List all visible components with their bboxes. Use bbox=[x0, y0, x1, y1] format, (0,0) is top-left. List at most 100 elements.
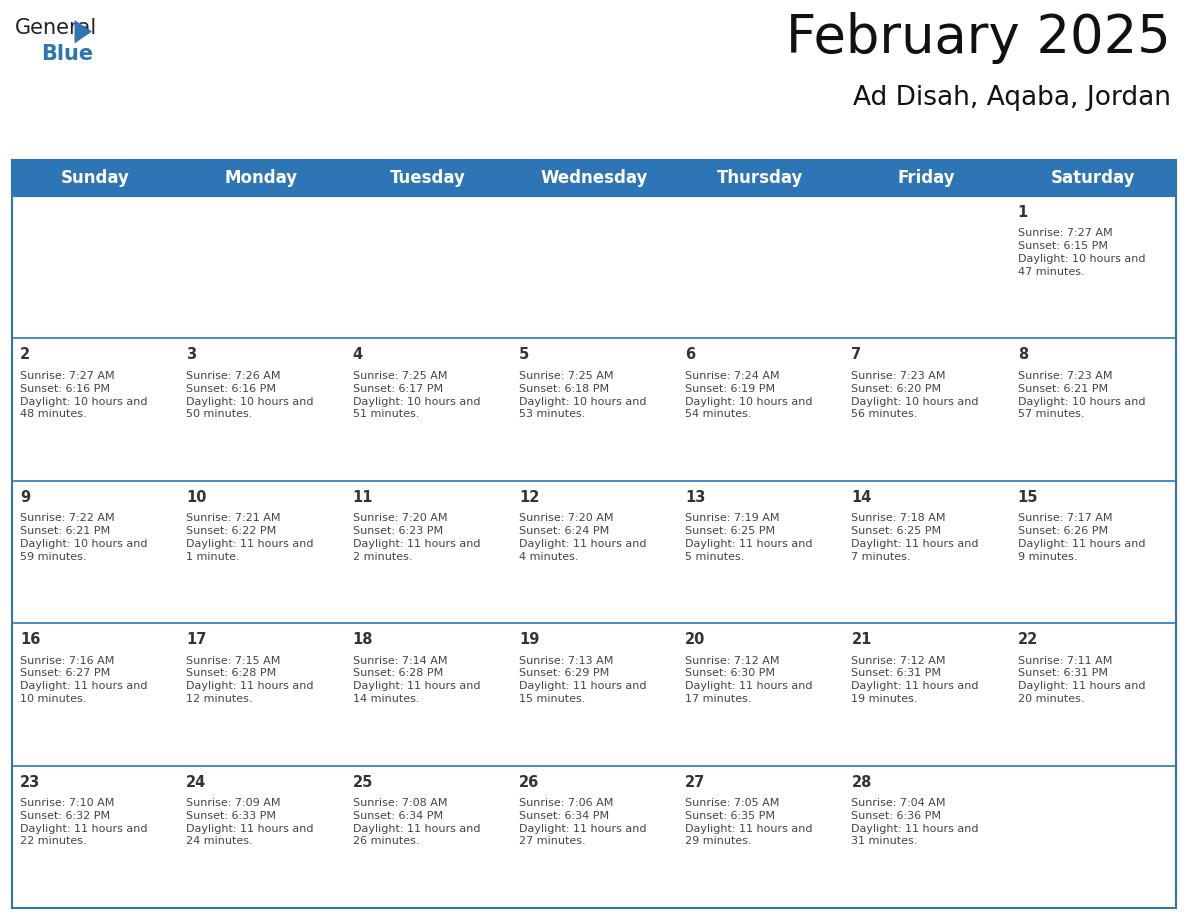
Bar bbox=[1010, 623, 1176, 766]
Bar bbox=[345, 766, 511, 908]
Text: Wednesday: Wednesday bbox=[541, 169, 647, 187]
Text: Sunrise: 7:08 AM: Sunrise: 7:08 AM bbox=[353, 798, 447, 808]
Text: 15: 15 bbox=[1018, 490, 1038, 505]
Bar bbox=[511, 623, 677, 766]
Text: Daylight: 11 hours and: Daylight: 11 hours and bbox=[353, 823, 480, 834]
Text: Sunrise: 7:12 AM: Sunrise: 7:12 AM bbox=[852, 655, 946, 666]
Bar bbox=[1010, 766, 1176, 908]
Text: 14: 14 bbox=[852, 490, 872, 505]
Text: Sunset: 6:16 PM: Sunset: 6:16 PM bbox=[187, 384, 277, 394]
Text: Sunset: 6:25 PM: Sunset: 6:25 PM bbox=[852, 526, 942, 536]
Bar bbox=[178, 481, 345, 623]
Bar bbox=[345, 196, 511, 339]
Text: Sunrise: 7:15 AM: Sunrise: 7:15 AM bbox=[187, 655, 280, 666]
Bar bbox=[345, 623, 511, 766]
Text: 51 minutes.: 51 minutes. bbox=[353, 409, 419, 420]
Bar bbox=[677, 766, 843, 908]
Text: Ad Disah, Aqaba, Jordan: Ad Disah, Aqaba, Jordan bbox=[853, 85, 1171, 111]
Text: Saturday: Saturday bbox=[1050, 169, 1135, 187]
Text: Daylight: 11 hours and: Daylight: 11 hours and bbox=[852, 539, 979, 549]
Bar bbox=[677, 160, 843, 196]
Bar bbox=[12, 766, 178, 908]
Text: Sunday: Sunday bbox=[61, 169, 129, 187]
Bar bbox=[178, 623, 345, 766]
Text: Sunset: 6:35 PM: Sunset: 6:35 PM bbox=[685, 811, 775, 821]
Text: Friday: Friday bbox=[898, 169, 955, 187]
Bar bbox=[345, 481, 511, 623]
Text: Sunrise: 7:14 AM: Sunrise: 7:14 AM bbox=[353, 655, 447, 666]
Text: Sunrise: 7:23 AM: Sunrise: 7:23 AM bbox=[1018, 371, 1112, 381]
Text: Sunset: 6:36 PM: Sunset: 6:36 PM bbox=[852, 811, 941, 821]
Text: Sunrise: 7:21 AM: Sunrise: 7:21 AM bbox=[187, 513, 280, 523]
Text: Daylight: 11 hours and: Daylight: 11 hours and bbox=[685, 681, 813, 691]
Text: 13: 13 bbox=[685, 490, 706, 505]
Text: 3: 3 bbox=[187, 347, 196, 363]
Bar bbox=[178, 160, 345, 196]
Text: Sunrise: 7:25 AM: Sunrise: 7:25 AM bbox=[519, 371, 613, 381]
Text: Sunrise: 7:04 AM: Sunrise: 7:04 AM bbox=[852, 798, 946, 808]
Text: February 2025: February 2025 bbox=[786, 12, 1171, 64]
Text: 7 minutes.: 7 minutes. bbox=[852, 552, 911, 562]
Bar bbox=[511, 339, 677, 481]
Text: Sunrise: 7:20 AM: Sunrise: 7:20 AM bbox=[519, 513, 613, 523]
Text: Sunset: 6:28 PM: Sunset: 6:28 PM bbox=[187, 668, 277, 678]
Bar bbox=[511, 766, 677, 908]
Text: Daylight: 11 hours and: Daylight: 11 hours and bbox=[187, 681, 314, 691]
Bar bbox=[12, 339, 178, 481]
Bar bbox=[677, 481, 843, 623]
Text: Sunrise: 7:27 AM: Sunrise: 7:27 AM bbox=[20, 371, 114, 381]
Text: 28: 28 bbox=[852, 775, 872, 789]
Text: 20: 20 bbox=[685, 633, 706, 647]
Text: Daylight: 10 hours and: Daylight: 10 hours and bbox=[685, 397, 813, 407]
Bar bbox=[511, 160, 677, 196]
Text: Daylight: 10 hours and: Daylight: 10 hours and bbox=[353, 397, 480, 407]
Bar bbox=[1010, 196, 1176, 339]
Text: 26 minutes.: 26 minutes. bbox=[353, 836, 419, 846]
Text: General: General bbox=[15, 18, 97, 38]
Bar bbox=[511, 481, 677, 623]
Text: Tuesday: Tuesday bbox=[390, 169, 466, 187]
Text: Daylight: 10 hours and: Daylight: 10 hours and bbox=[1018, 254, 1145, 264]
Bar bbox=[843, 160, 1010, 196]
Text: 10: 10 bbox=[187, 490, 207, 505]
Text: 8: 8 bbox=[1018, 347, 1028, 363]
Text: 57 minutes.: 57 minutes. bbox=[1018, 409, 1085, 420]
Text: Sunrise: 7:16 AM: Sunrise: 7:16 AM bbox=[20, 655, 114, 666]
Text: Sunrise: 7:20 AM: Sunrise: 7:20 AM bbox=[353, 513, 447, 523]
Text: Sunrise: 7:11 AM: Sunrise: 7:11 AM bbox=[1018, 655, 1112, 666]
Text: 47 minutes.: 47 minutes. bbox=[1018, 267, 1085, 277]
Text: 18: 18 bbox=[353, 633, 373, 647]
Text: Daylight: 10 hours and: Daylight: 10 hours and bbox=[852, 397, 979, 407]
Text: Sunset: 6:19 PM: Sunset: 6:19 PM bbox=[685, 384, 776, 394]
Text: 27 minutes.: 27 minutes. bbox=[519, 836, 586, 846]
Text: Sunrise: 7:05 AM: Sunrise: 7:05 AM bbox=[685, 798, 779, 808]
Text: 14 minutes.: 14 minutes. bbox=[353, 694, 419, 704]
Text: 4: 4 bbox=[353, 347, 362, 363]
Text: Sunrise: 7:09 AM: Sunrise: 7:09 AM bbox=[187, 798, 280, 808]
Text: Thursday: Thursday bbox=[718, 169, 803, 187]
Text: Sunset: 6:33 PM: Sunset: 6:33 PM bbox=[187, 811, 277, 821]
Text: Sunset: 6:16 PM: Sunset: 6:16 PM bbox=[20, 384, 110, 394]
Text: Daylight: 11 hours and: Daylight: 11 hours and bbox=[1018, 681, 1145, 691]
Text: Sunset: 6:34 PM: Sunset: 6:34 PM bbox=[353, 811, 443, 821]
Text: Sunset: 6:32 PM: Sunset: 6:32 PM bbox=[20, 811, 110, 821]
Text: Daylight: 11 hours and: Daylight: 11 hours and bbox=[353, 681, 480, 691]
Bar bbox=[677, 623, 843, 766]
Text: Daylight: 10 hours and: Daylight: 10 hours and bbox=[20, 539, 147, 549]
Text: Daylight: 11 hours and: Daylight: 11 hours and bbox=[1018, 539, 1145, 549]
Bar bbox=[677, 339, 843, 481]
Text: Daylight: 10 hours and: Daylight: 10 hours and bbox=[1018, 397, 1145, 407]
Text: 19 minutes.: 19 minutes. bbox=[852, 694, 918, 704]
Text: 25: 25 bbox=[353, 775, 373, 789]
Bar bbox=[1010, 339, 1176, 481]
Text: Sunset: 6:21 PM: Sunset: 6:21 PM bbox=[1018, 384, 1108, 394]
Text: 50 minutes.: 50 minutes. bbox=[187, 409, 253, 420]
Text: Daylight: 11 hours and: Daylight: 11 hours and bbox=[519, 823, 646, 834]
Text: 48 minutes.: 48 minutes. bbox=[20, 409, 87, 420]
Bar bbox=[178, 196, 345, 339]
Text: Sunset: 6:21 PM: Sunset: 6:21 PM bbox=[20, 526, 110, 536]
Text: Sunrise: 7:12 AM: Sunrise: 7:12 AM bbox=[685, 655, 779, 666]
Bar bbox=[843, 623, 1010, 766]
Text: Daylight: 11 hours and: Daylight: 11 hours and bbox=[685, 823, 813, 834]
Text: Sunrise: 7:17 AM: Sunrise: 7:17 AM bbox=[1018, 513, 1112, 523]
